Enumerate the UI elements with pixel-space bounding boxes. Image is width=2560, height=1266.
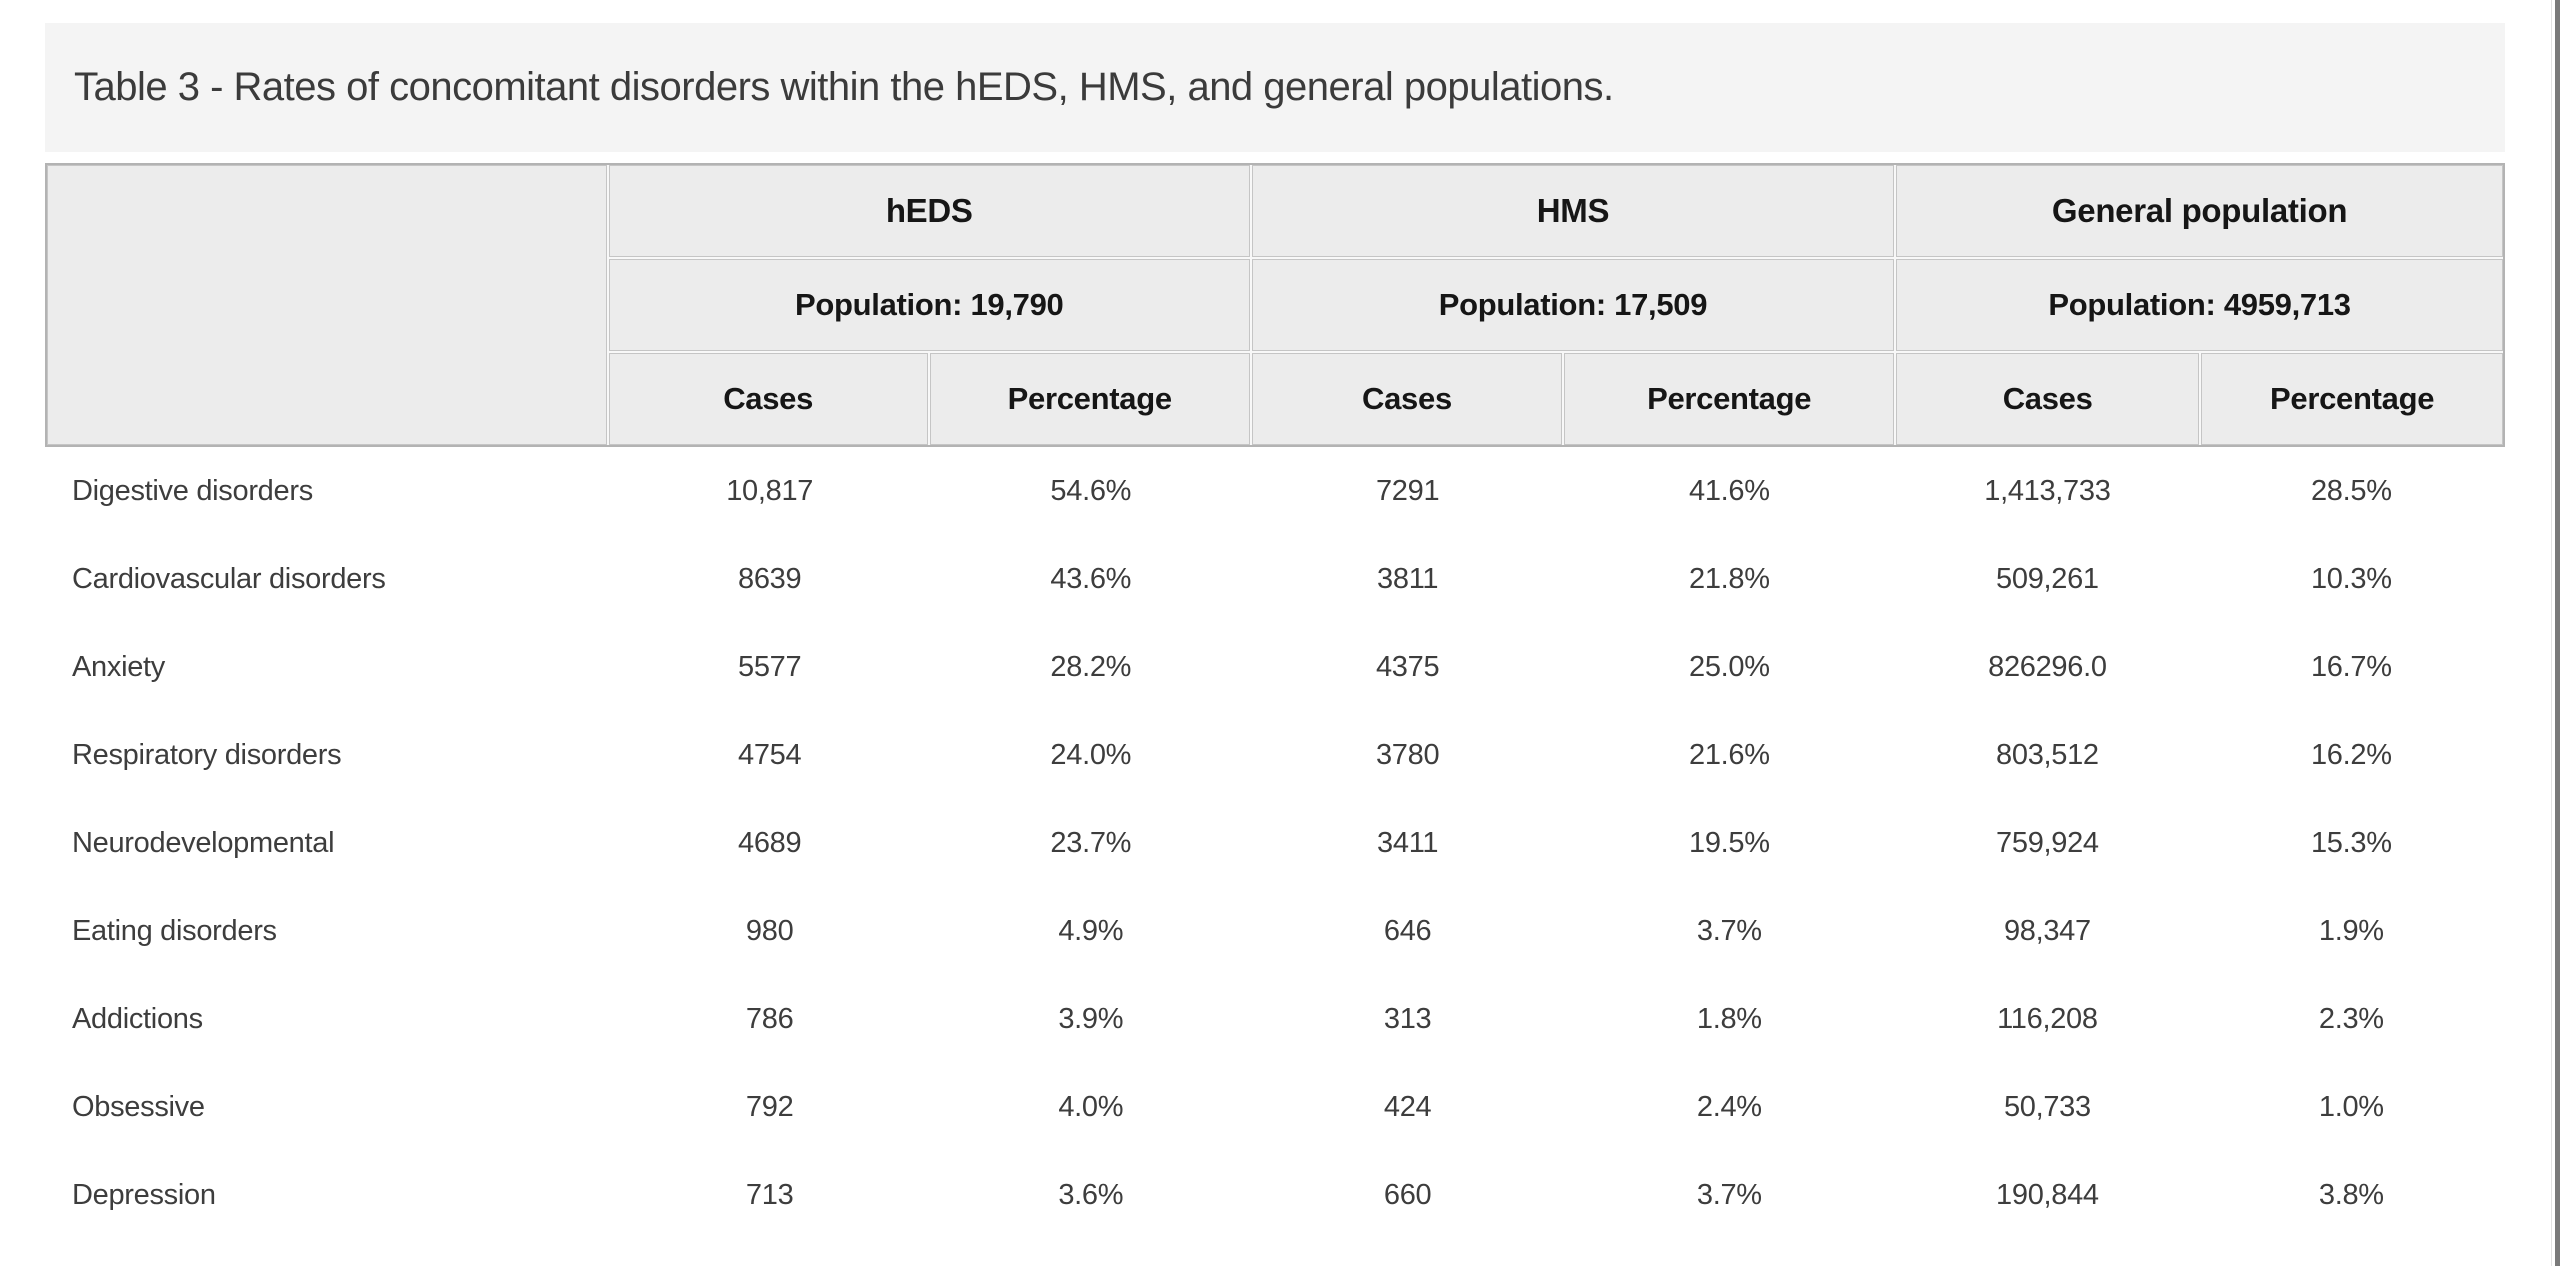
cell-value: 21.8%	[1688, 562, 1770, 595]
cell-value: 50,733	[2003, 1090, 2091, 1123]
row-label: Neurodevelopmental	[72, 826, 335, 859]
cell-value: 15.3%	[2310, 826, 2392, 859]
cell-value: 4.9%	[1058, 914, 1124, 947]
cell-value: 3780	[1375, 738, 1440, 771]
column-header-hms-cases: Cases	[1251, 353, 1563, 445]
table-caption-text: Table 3 - Rates of concomitant disorders…	[74, 65, 1614, 109]
column-header-general-percentage: Percentage	[2201, 353, 2503, 445]
cell-value: 3.7%	[1696, 914, 1762, 947]
cell-value: 826296.0	[1988, 650, 2107, 683]
corner-cell	[47, 165, 607, 445]
cell-value: 980	[745, 914, 794, 947]
row-label: Respiratory disorders	[72, 738, 342, 771]
cell-value: 28.2%	[1050, 650, 1132, 683]
cell-value: 424	[1383, 1090, 1432, 1123]
population-heds: Population: 19,790	[608, 259, 1250, 351]
column-header-hms-percentage: Percentage	[1564, 353, 1895, 445]
cell-value: 786	[745, 1002, 794, 1035]
cell-value: 25.0%	[1688, 650, 1770, 683]
table-header: hEDS HMS General population Population: …	[45, 163, 2505, 447]
cell-value: 1,413,733	[1984, 474, 2111, 507]
cell-value: 1.0%	[2318, 1090, 2384, 1123]
cell-value: 2.4%	[1696, 1090, 1762, 1123]
cell-value: 660	[1383, 1178, 1432, 1211]
cell-value: 1.9%	[2318, 914, 2384, 947]
cell-value: 41.6%	[1688, 474, 1770, 507]
table-header-grid: hEDS HMS General population Population: …	[47, 165, 2503, 445]
group-header-general-population: General population	[1896, 165, 2503, 257]
cell-value: 4754	[738, 738, 802, 771]
cell-value: 509,261	[1996, 562, 2099, 595]
cell-value: 2.3%	[2318, 1002, 2384, 1035]
row-label: Anxiety	[72, 650, 165, 683]
cell-value: 713	[745, 1178, 794, 1211]
table-caption-bar: Table 3 - Rates of concomitant disorders…	[45, 23, 2505, 152]
cell-value: 43.6%	[1050, 562, 1132, 595]
group-header-hms: HMS	[1251, 165, 1895, 257]
cell-value: 1.8%	[1696, 1002, 1762, 1035]
table-body: Digestive disorders 10,817 54.6% 7291 41.6% 1…	[47, 447, 2503, 1239]
table-page: Table 3 - Rates of concomitant disorders…	[45, 23, 2505, 1239]
cell-value: 3.6%	[1058, 1178, 1124, 1211]
cell-value: 3811	[1377, 562, 1439, 595]
population-general: Population: 4959,713	[1896, 259, 2503, 351]
scrollbar-thumb[interactable]	[2555, 0, 2560, 1266]
cell-value: 98,347	[2003, 914, 2091, 947]
cell-value: 792	[745, 1090, 794, 1123]
cell-value: 7291	[1375, 474, 1440, 507]
cell-value: 313	[1383, 1002, 1432, 1035]
cell-value: 5577	[738, 650, 802, 683]
cell-value: 3.9%	[1058, 1002, 1124, 1035]
cell-value: 16.7%	[2310, 650, 2392, 683]
cell-value: 54.6%	[1050, 474, 1132, 507]
cell-value: 10.3%	[2310, 562, 2392, 595]
cell-value: 803,512	[1996, 738, 2099, 771]
cell-value: 3411	[1377, 826, 1439, 859]
cell-value: 23.7%	[1050, 826, 1132, 859]
row-label: Digestive disorders	[72, 474, 313, 507]
row-label: Eating disorders	[72, 914, 277, 947]
group-header-heds: hEDS	[608, 165, 1250, 257]
cell-value: 4375	[1375, 650, 1440, 683]
population-hms: Population: 17,509	[1251, 259, 1895, 351]
row-label: Addictions	[72, 1002, 203, 1035]
cell-value: 21.6%	[1688, 738, 1770, 771]
scrollbar-track[interactable]	[2551, 0, 2560, 1266]
cell-value: 190,844	[1996, 1178, 2099, 1211]
cell-value: 3.8%	[2318, 1178, 2384, 1211]
cell-value: 4689	[738, 826, 802, 859]
cell-value: 10,817	[726, 474, 814, 507]
cell-value: 759,924	[1996, 826, 2099, 859]
column-header-general-cases: Cases	[1896, 353, 2200, 445]
column-header-heds-cases: Cases	[608, 353, 928, 445]
row-label: Obsessive	[72, 1090, 205, 1123]
cell-value: 19.5%	[1688, 826, 1770, 859]
cell-value: 646	[1383, 914, 1432, 947]
cell-value: 24.0%	[1050, 738, 1132, 771]
cell-value: 4.0%	[1058, 1090, 1124, 1123]
column-header-heds-percentage: Percentage	[929, 353, 1250, 445]
table-body-wrapper: Digestive disorders 10,817 54.6% 7291 41.6% 1…	[45, 447, 2505, 1239]
cell-value: 8639	[738, 562, 802, 595]
cell-value: 116,208	[1997, 1002, 2098, 1035]
row-label: Cardiovascular disorders	[72, 562, 386, 595]
cell-value: 28.5%	[2310, 474, 2392, 507]
row-label: Depression	[72, 1178, 216, 1211]
cell-value: 3.7%	[1696, 1178, 1762, 1211]
cell-value: 16.2%	[2310, 738, 2392, 771]
